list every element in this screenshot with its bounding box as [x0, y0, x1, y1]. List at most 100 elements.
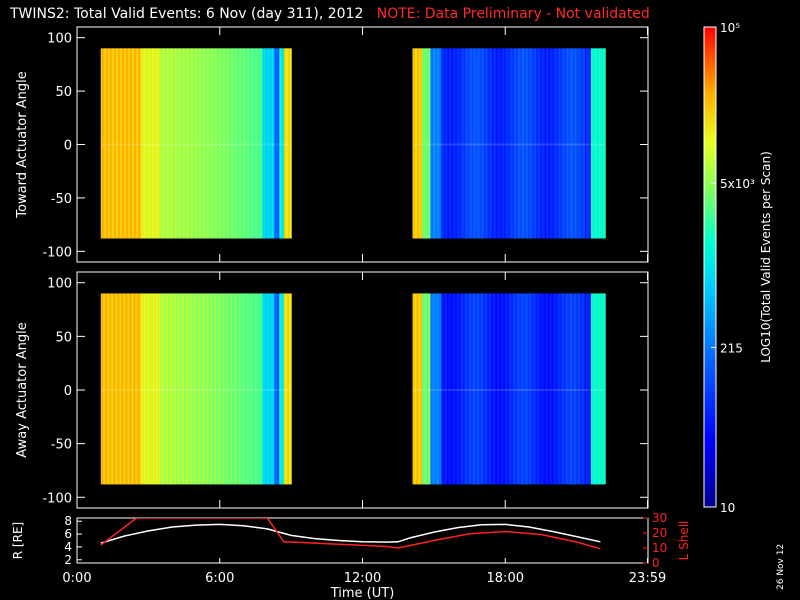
- heatmap-strip: [165, 48, 167, 239]
- heatmap-strip: [539, 293, 542, 485]
- x-tick-label: 23:59: [629, 571, 666, 586]
- heatmap-strip: [533, 293, 536, 485]
- heatmap-strip: [185, 48, 188, 239]
- heatmap-strip: [576, 293, 579, 485]
- heatmap-strip: [130, 48, 133, 239]
- heatmap-strip: [213, 293, 216, 485]
- heatmap-strip: [579, 293, 581, 485]
- heatmap-strip: [178, 293, 180, 485]
- heatmap-strip: [184, 293, 186, 485]
- heatmap-strip: [272, 48, 274, 239]
- heatmap-strip: [438, 293, 441, 485]
- heatmap-strip: [575, 48, 578, 239]
- heatmap-strip: [286, 293, 289, 485]
- heatmap-strip: [117, 48, 120, 239]
- heatmap-strip: [552, 293, 555, 485]
- heatmap-strip: [493, 293, 496, 485]
- heatmap-strip: [244, 48, 247, 239]
- heatmap-strip: [173, 293, 176, 485]
- heatmap-strip: [505, 293, 508, 485]
- heatmap-strip: [476, 293, 479, 485]
- colorbar-tick-label: 5x10³: [720, 177, 755, 191]
- heatmap-strip: [269, 293, 272, 485]
- heatmap-strip: [601, 293, 604, 485]
- heatmap-strip: [216, 48, 218, 239]
- heatmap-strip: [131, 293, 134, 485]
- heatmap-strip: [235, 293, 237, 485]
- heatmap-strip: [429, 48, 431, 239]
- heatmap-strip: [197, 48, 199, 239]
- heatmap-strip: [281, 48, 284, 239]
- heatmap-strip: [182, 48, 185, 239]
- heatmap-strip: [238, 293, 241, 485]
- heatmap-strip: [234, 48, 236, 239]
- heatmap-strip: [514, 48, 517, 239]
- heatmap-strip: [595, 293, 598, 485]
- heatmap-strip: [549, 48, 552, 239]
- heatmap-strip: [159, 48, 161, 239]
- colorbar: 10⁵ 5x10³ 215 10 LOG10(Total Valid Events pe…: [703, 21, 773, 515]
- heatmap-strip: [174, 48, 177, 239]
- heatmap-strip: [154, 48, 157, 239]
- orbit-frame: [76, 517, 649, 564]
- heatmap-strip: [122, 48, 124, 239]
- heatmap-strip: [470, 293, 473, 485]
- heatmap-strip: [444, 48, 447, 239]
- heatmap-strip: [239, 48, 242, 239]
- heatmap-strip: [469, 48, 472, 239]
- heatmap-strip: [218, 48, 221, 239]
- heatmap-strip: [481, 293, 484, 485]
- heatmap-strip: [480, 293, 483, 485]
- heatmap-strip: [551, 293, 554, 485]
- heatmap-strip: [276, 48, 279, 239]
- heatmap-strip: [184, 48, 186, 239]
- heatmap-strip: [130, 293, 133, 485]
- series-line-r: [100, 523, 601, 544]
- heatmap-strip: [584, 48, 587, 239]
- heatmap-strip: [116, 293, 119, 485]
- heatmap-strip: [449, 48, 452, 239]
- heatmap-strip: [470, 48, 473, 239]
- heatmap-strip: [172, 48, 174, 239]
- heatmap-strip: [581, 48, 584, 239]
- heatmap-strip: [124, 293, 127, 485]
- heatmap-strip: [596, 48, 599, 239]
- heatmap-strip: [157, 293, 160, 485]
- heatmap-strip: [533, 48, 536, 239]
- heatmap-strip: [187, 293, 190, 485]
- heatmap-strip: [199, 293, 202, 485]
- heatmap-strip: [115, 293, 117, 485]
- heatmap-strip: [170, 48, 173, 239]
- heatmap-strip: [214, 48, 217, 239]
- heatmap-strip: [451, 293, 454, 485]
- heatmap-strip: [239, 293, 242, 485]
- heatmap-strip: [288, 293, 291, 485]
- heatmap-strip: [205, 48, 208, 239]
- heatmap-strip: [530, 293, 533, 485]
- heatmap-strip: [456, 48, 459, 239]
- heatmap-strip: [124, 48, 127, 239]
- right-tick-label: 30: [652, 511, 667, 525]
- heatmap-strip: [504, 293, 506, 485]
- heatmap-strip: [464, 293, 467, 485]
- heatmap-strip: [483, 48, 486, 239]
- heatmap-strip: [563, 48, 566, 239]
- heatmap-strip: [169, 48, 172, 239]
- heatmap-strip: [136, 48, 139, 239]
- heatmap-strip: [200, 48, 203, 239]
- heatmap-strip: [518, 48, 521, 239]
- heatmap-strip: [287, 48, 290, 239]
- heatmap-strip: [471, 48, 474, 239]
- heatmap-strip: [433, 48, 436, 239]
- heatmap-strip: [134, 293, 136, 485]
- heatmap-strip: [568, 48, 571, 239]
- heatmap-strip: [452, 293, 455, 485]
- heatmap-strip: [441, 48, 443, 239]
- heatmap-strip: [278, 293, 280, 485]
- heatmap-strip: [160, 293, 163, 485]
- heatmap-strip: [191, 48, 193, 239]
- heatmap-strip: [581, 293, 584, 485]
- heatmap-strip: [504, 48, 506, 239]
- heatmap-strip: [207, 293, 210, 485]
- heatmap-strip: [244, 293, 247, 485]
